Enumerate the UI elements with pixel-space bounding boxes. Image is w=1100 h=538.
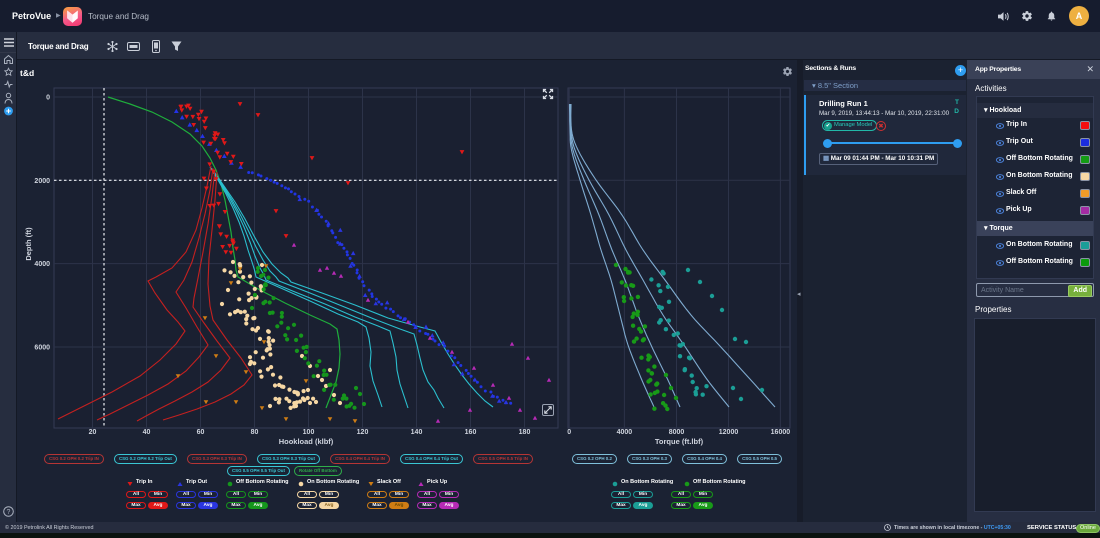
svg-text:Torque (ft.lbf): Torque (ft.lbf) <box>655 437 704 446</box>
svg-text:60: 60 <box>197 429 205 436</box>
svg-text:Hookload (klbf): Hookload (klbf) <box>279 437 334 446</box>
svg-text:0: 0 <box>46 95 50 102</box>
svg-text:180: 180 <box>519 429 531 436</box>
svg-text:160: 160 <box>465 429 477 436</box>
svg-text:Depth (ft): Depth (ft) <box>24 227 33 261</box>
svg-text:120: 120 <box>357 429 369 436</box>
svg-text:2000: 2000 <box>34 178 50 185</box>
svg-text:?: ? <box>7 509 11 516</box>
svg-text:100: 100 <box>303 429 315 436</box>
svg-text:80: 80 <box>251 429 259 436</box>
svg-text:12000: 12000 <box>719 429 739 436</box>
svg-text:16000: 16000 <box>771 429 791 436</box>
svg-text:140: 140 <box>411 429 423 436</box>
svg-text:4000: 4000 <box>34 261 50 268</box>
svg-text:4000: 4000 <box>617 429 633 436</box>
svg-text:40: 40 <box>143 429 151 436</box>
svg-text:8000: 8000 <box>669 429 685 436</box>
svg-text:0: 0 <box>567 429 571 436</box>
svg-text:6000: 6000 <box>34 345 50 352</box>
svg-text:20: 20 <box>89 429 97 436</box>
